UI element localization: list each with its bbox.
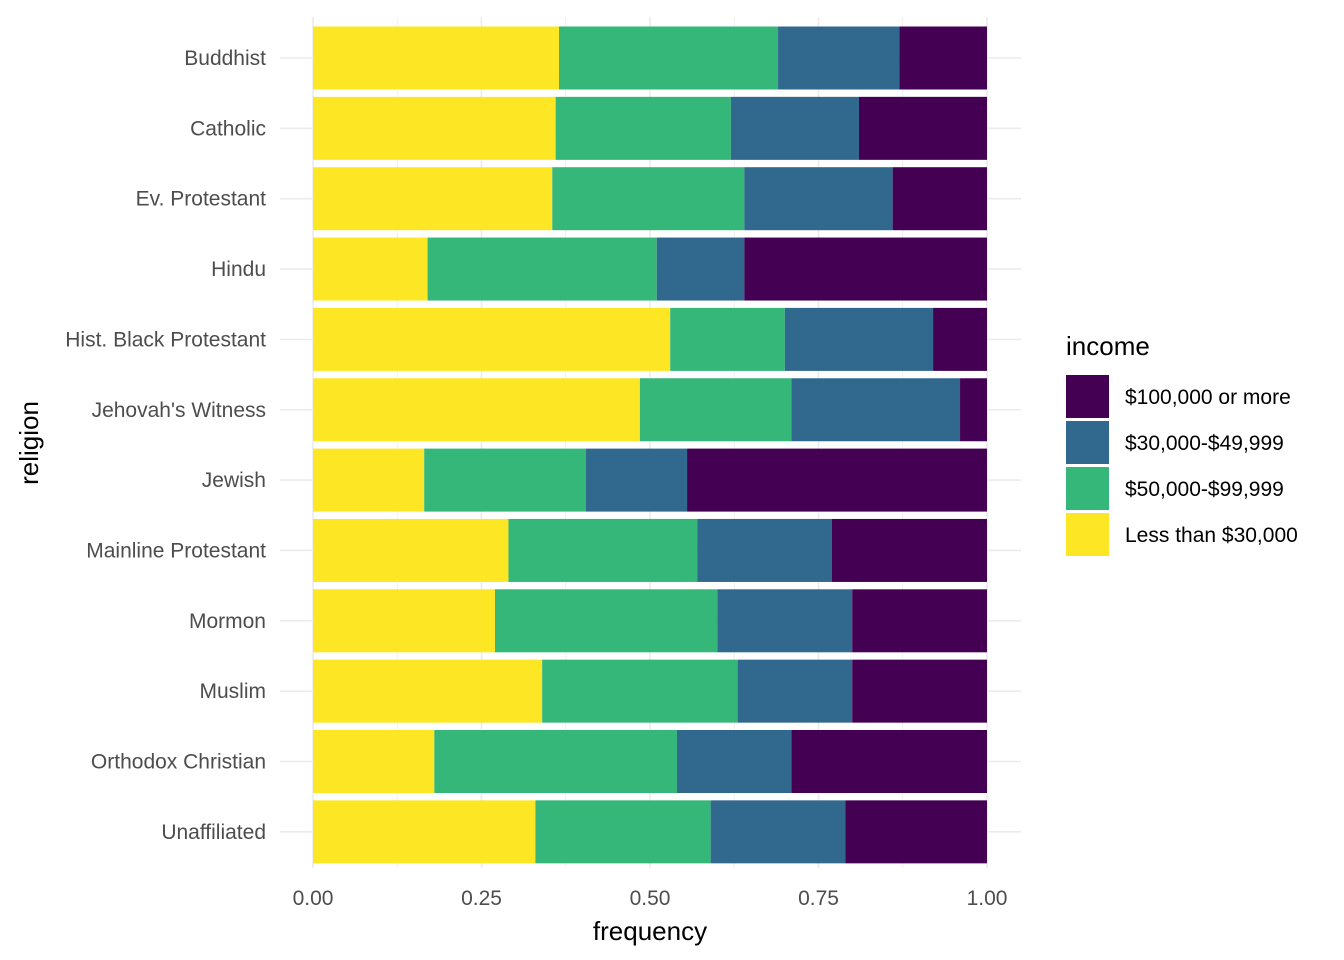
y-tick-label: Jehovah's Witness bbox=[92, 399, 266, 422]
x-tick-label: 0.50 bbox=[630, 887, 671, 910]
y-axis-title: religion bbox=[14, 401, 44, 485]
bar-segment bbox=[710, 800, 846, 864]
legend-items: $100,000 or more $30,000-$49,999 $50,000-$… bbox=[1066, 375, 1298, 556]
legend-label: Less than $30,000 bbox=[1125, 524, 1298, 547]
bar-segment bbox=[313, 448, 425, 512]
bar-segment bbox=[899, 26, 987, 90]
bar-segment bbox=[542, 659, 738, 723]
bar-segment bbox=[784, 307, 934, 371]
legend-swatch bbox=[1066, 467, 1109, 510]
bar-segment bbox=[585, 448, 688, 512]
bar-segment bbox=[656, 237, 745, 301]
bar-segment bbox=[313, 589, 495, 653]
bar-segment bbox=[670, 307, 785, 371]
bar-segment bbox=[427, 237, 657, 301]
bar-segment bbox=[313, 800, 536, 864]
bar-segment bbox=[313, 96, 556, 160]
y-tick-label: Mainline Protestant bbox=[86, 539, 266, 562]
bar-segment bbox=[555, 96, 731, 160]
y-tick-label: Buddhist bbox=[184, 47, 266, 70]
legend-label: $50,000-$99,999 bbox=[1125, 478, 1284, 501]
bar-segment bbox=[858, 96, 987, 160]
bar-segment bbox=[313, 730, 435, 793]
bar-segment bbox=[313, 659, 543, 723]
bar-segment bbox=[933, 307, 987, 371]
bar-segment bbox=[494, 589, 718, 653]
legend-swatch bbox=[1066, 513, 1109, 556]
bar-segment bbox=[313, 167, 553, 231]
x-tick-label: 1.00 bbox=[967, 887, 1008, 910]
bar-segment bbox=[730, 96, 859, 160]
y-tick-label: Muslim bbox=[200, 680, 267, 703]
bar-segment bbox=[313, 237, 428, 301]
bar-segment bbox=[744, 167, 893, 231]
bar-segment bbox=[831, 518, 987, 582]
y-tick-label: Jewish bbox=[202, 469, 266, 492]
x-tick-labels: 0.00 0.25 0.50 0.75 1.00 bbox=[293, 887, 1008, 910]
legend-title: income bbox=[1066, 331, 1150, 361]
bar-segment bbox=[791, 378, 961, 442]
bar-segment bbox=[717, 589, 853, 653]
x-axis-title: frequency bbox=[593, 916, 707, 946]
bar-segment bbox=[424, 448, 586, 512]
y-tick-label: Hist. Black Protestant bbox=[65, 328, 266, 351]
bar-segment bbox=[434, 730, 677, 793]
legend: income $100,000 or more $30,000-$49,999 $5… bbox=[1066, 331, 1298, 556]
bar-segment bbox=[892, 167, 987, 231]
x-tick-label: 0.25 bbox=[461, 887, 502, 910]
bar-segment bbox=[313, 518, 509, 582]
bar-segment bbox=[791, 730, 987, 793]
bar-segment bbox=[552, 167, 745, 231]
bar-segment bbox=[639, 378, 792, 442]
bar-segment bbox=[559, 26, 779, 90]
legend-swatch bbox=[1066, 375, 1109, 418]
y-tick-label: Catholic bbox=[190, 117, 266, 140]
bar-segment bbox=[737, 659, 853, 723]
bar-segment bbox=[845, 800, 987, 864]
y-tick-label: Orthodox Christian bbox=[91, 751, 266, 774]
bar-segment bbox=[313, 307, 671, 371]
bar-segment bbox=[852, 589, 987, 653]
bar-segment bbox=[697, 518, 832, 582]
bar-segment bbox=[676, 730, 792, 793]
legend-label: $100,000 or more bbox=[1125, 386, 1291, 409]
y-tick-label: Mormon bbox=[189, 610, 266, 633]
y-tick-label: Hindu bbox=[211, 258, 266, 281]
bar-segment bbox=[535, 800, 711, 864]
bar-segment bbox=[687, 448, 987, 512]
y-tick-label: Ev. Protestant bbox=[136, 188, 267, 211]
legend-label: $30,000-$49,999 bbox=[1125, 432, 1284, 455]
bar-segment bbox=[313, 378, 640, 442]
bars bbox=[313, 26, 987, 864]
bar-segment bbox=[778, 26, 900, 90]
bar-segment bbox=[508, 518, 698, 582]
bar-segment bbox=[744, 237, 987, 301]
bar-segment bbox=[852, 659, 987, 723]
bar-segment bbox=[960, 378, 987, 442]
y-tick-labels: Buddhist Catholic Ev. Protestant Hindu Hist.… bbox=[65, 47, 266, 844]
bar-segment bbox=[313, 26, 560, 90]
y-tick-label: Unaffiliated bbox=[161, 821, 266, 844]
legend-swatch bbox=[1066, 421, 1109, 464]
x-tick-label: 0.00 bbox=[293, 887, 334, 910]
x-tick-label: 0.75 bbox=[798, 887, 839, 910]
